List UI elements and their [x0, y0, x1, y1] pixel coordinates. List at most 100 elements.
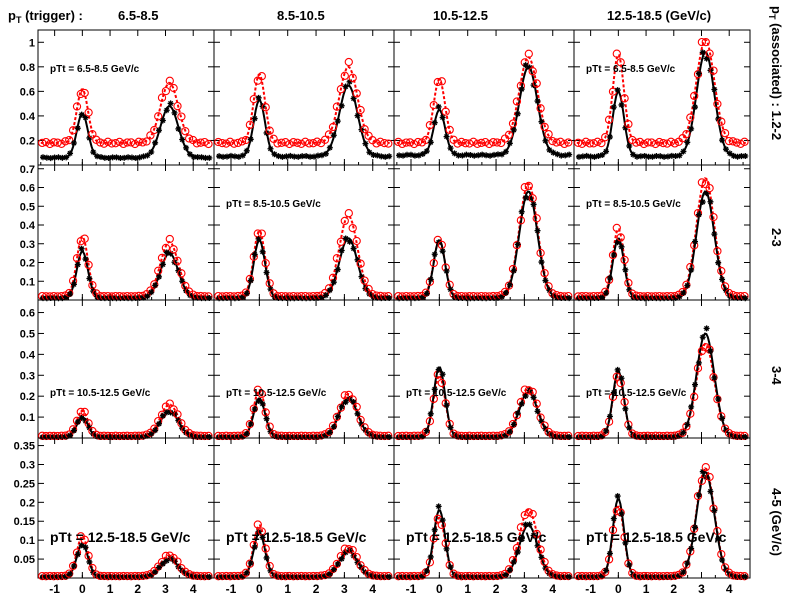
black-data-point	[175, 125, 182, 132]
black-data-point	[259, 248, 266, 255]
black-data-point	[350, 95, 357, 102]
red-data-point	[348, 545, 357, 555]
y-tick-label: 0.05	[14, 554, 35, 566]
red-data-point	[80, 535, 89, 544]
black-data-point	[109, 154, 116, 161]
panel-label: pTt = 12.5-18.5 GeV/c	[406, 529, 547, 545]
panel-r1-c3	[393, 29, 575, 166]
red-data-point	[99, 139, 109, 148]
black-data-point	[239, 152, 246, 159]
red-data-point	[352, 402, 361, 412]
black-data-point	[637, 153, 644, 160]
black-data-point	[419, 572, 426, 579]
red-data-point	[76, 407, 85, 417]
black-data-point	[522, 194, 529, 201]
black-data-point	[722, 427, 729, 434]
y-tick-label: 0.4	[20, 349, 36, 361]
red-data-point	[597, 138, 606, 148]
red-data-point	[709, 66, 718, 75]
x-tick-label: 3	[698, 582, 705, 596]
red-data-point	[181, 127, 190, 136]
black-data-point	[148, 289, 155, 296]
black-data-point	[411, 152, 418, 159]
red-data-point	[616, 233, 625, 242]
black-data-point	[144, 152, 151, 159]
black-data-point	[676, 293, 683, 300]
black-data-point	[82, 544, 89, 551]
black-data-point	[514, 410, 521, 417]
red-fit-line	[576, 177, 746, 298]
panel-r2-c1: 0.1 0.2 0.3 0.4 0.5 0.6 0.7	[20, 164, 215, 302]
y-tick-label: 0.35	[14, 441, 35, 453]
black-data-point	[39, 154, 46, 161]
black-data-point	[498, 151, 505, 158]
panel-r2-c2: pTt = 8.5-10.5 GeV/c	[213, 164, 395, 302]
red-data-point	[360, 276, 369, 285]
black-data-point	[386, 295, 393, 302]
black-data-point	[113, 154, 120, 161]
black-data-point	[263, 415, 270, 422]
black-data-point	[603, 148, 610, 155]
black-data-point	[55, 154, 62, 161]
red-data-point	[53, 138, 62, 147]
black-data-point	[419, 294, 426, 301]
red-data-point	[336, 403, 346, 412]
black-data-point	[378, 153, 385, 160]
black-data-point	[634, 153, 640, 160]
black-data-point	[163, 107, 170, 114]
red-data-point	[429, 534, 438, 543]
red-data-point	[577, 139, 587, 148]
red-data-point	[265, 279, 274, 288]
black-data-point	[587, 153, 594, 160]
black-data-point	[439, 114, 446, 121]
black-data-point	[326, 144, 333, 151]
black-data-point	[603, 290, 610, 297]
black-data-point	[475, 152, 482, 159]
black-data-point	[247, 277, 254, 284]
x-tick-label: 0	[436, 582, 443, 596]
black-data-point	[542, 137, 549, 144]
black-data-point	[522, 62, 529, 69]
black-data-point	[267, 145, 274, 152]
black-data-point	[722, 566, 729, 573]
black-data-point	[291, 153, 298, 160]
x-tick-label: 2	[493, 582, 500, 596]
red-data-point	[536, 248, 545, 258]
black-data-point	[386, 153, 393, 160]
black-data-point	[715, 535, 722, 542]
red-data-point	[709, 212, 718, 222]
red-data-point	[670, 139, 679, 148]
black-data-point	[202, 154, 209, 161]
x-tick-label: 2	[134, 582, 141, 596]
black-data-point	[125, 154, 132, 161]
black-data-point	[534, 542, 541, 549]
red-data-point	[376, 137, 385, 146]
black-data-point	[550, 149, 557, 156]
black-data-point	[579, 153, 586, 160]
black-data-point	[94, 153, 101, 160]
black-data-point	[554, 151, 561, 158]
black-data-point	[231, 153, 238, 160]
red-data-point	[150, 424, 159, 433]
red-data-point	[421, 135, 431, 145]
black-data-point	[279, 153, 286, 160]
black-data-point	[386, 434, 393, 441]
black-data-point	[622, 539, 629, 546]
red-data-point	[384, 139, 393, 148]
black-data-point	[171, 109, 178, 116]
red-fit-line	[40, 403, 210, 437]
red-data-point	[146, 286, 155, 295]
black-data-point	[530, 394, 537, 401]
black-data-point	[350, 245, 357, 252]
red-data-point	[504, 281, 514, 290]
red-data-point	[532, 79, 541, 88]
black-data-point	[156, 127, 163, 134]
black-data-point	[82, 256, 89, 263]
red-data-point	[328, 421, 338, 430]
black-data-point	[614, 239, 621, 246]
red-data-point	[624, 278, 633, 288]
black-data-point	[227, 152, 234, 159]
black-data-point	[243, 290, 250, 297]
black-data-point	[152, 568, 159, 575]
red-data-point	[169, 83, 178, 93]
